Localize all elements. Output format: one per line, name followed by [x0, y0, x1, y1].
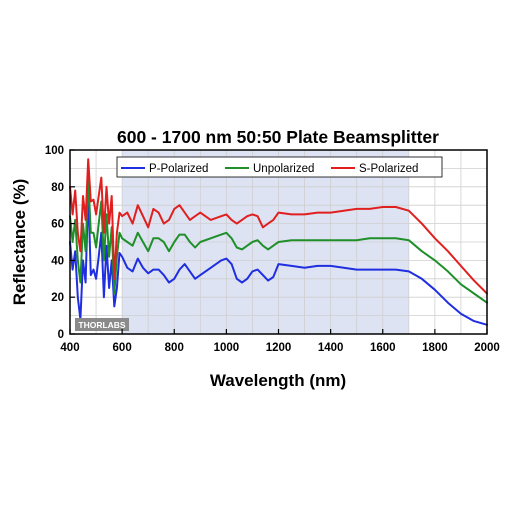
legend-label: P-Polarized — [149, 163, 208, 175]
y-tick-label: 40 — [51, 255, 64, 267]
x-tick-labels: 400 600 800 1000 1200 1400 1600 1800 2000 — [60, 342, 499, 354]
x-tick-label: 800 — [165, 342, 184, 354]
x-tick-label: 1600 — [370, 342, 396, 354]
y-axis-label: Reflectance (%) — [10, 179, 29, 306]
legend-box — [116, 156, 443, 178]
legend-label: S-Polarized — [359, 163, 418, 175]
x-tick-label: 1000 — [214, 342, 240, 354]
x-tick-label: 1200 — [266, 342, 292, 354]
x-tick-label: 600 — [113, 342, 132, 354]
legend-label: Unpolarized — [253, 163, 314, 175]
y-tick-label: 80 — [51, 182, 64, 194]
series-group — [69, 158, 488, 326]
y-tick-label: 20 — [51, 292, 64, 304]
x-tick-label: 2000 — [474, 342, 500, 354]
watermark-text: THORLABS — [78, 320, 126, 330]
series-line-unpolarized — [69, 176, 488, 304]
chart-title: 600 - 1700 nm 50:50 Plate Beamsplitter — [117, 127, 439, 147]
ticks — [69, 149, 488, 335]
x-tick-label: 1800 — [422, 342, 448, 354]
y-tick-labels: 0 20 40 60 80 100 — [45, 145, 64, 341]
series-line-s-polarized — [69, 158, 488, 295]
y-tick-label: 0 — [58, 329, 64, 341]
legend: P-Polarized Unpolarized S-Polarized — [116, 156, 443, 178]
x-tick-label: 400 — [60, 342, 79, 354]
watermark: THORLABS — [75, 318, 129, 331]
watermark-box — [75, 318, 129, 331]
x-tick-label: 1400 — [318, 342, 344, 354]
y-tick-label: 60 — [51, 219, 64, 231]
y-tick-label: 100 — [45, 145, 64, 157]
x-axis-label: Wavelength (nm) — [210, 371, 346, 390]
series-line-p-polarized — [69, 189, 488, 326]
